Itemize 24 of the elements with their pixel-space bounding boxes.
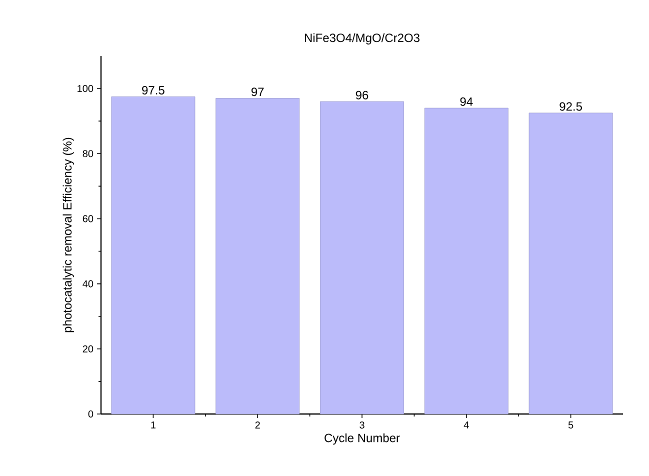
x-tick-label: 5: [568, 421, 574, 428]
data-label: 97.5: [142, 86, 164, 94]
bar: [320, 101, 404, 414]
chart-title: NiFe3O4/MgO/Cr2O3: [304, 33, 420, 44]
bar: [528, 112, 613, 414]
y-axis-title: photocatalytic removal Efficiency (%): [62, 138, 74, 332]
y-tick-label: 0: [88, 410, 94, 418]
data-label: 92.5: [560, 102, 582, 111]
data-label: 96: [356, 90, 368, 100]
x-tick-label: 3: [360, 421, 364, 429]
x-tick-label: 1: [151, 421, 156, 428]
y-tick-label: 100: [78, 84, 94, 92]
data-label: 94: [460, 97, 473, 106]
y-tick-label: 80: [82, 150, 94, 158]
y-tick-label: 40: [82, 280, 94, 288]
bar: [424, 108, 508, 414]
bar: [216, 98, 300, 414]
x-tick-label: 4: [464, 421, 469, 428]
y-tick-label: 60: [82, 215, 94, 222]
y-tick-label: 20: [82, 345, 94, 352]
bar: [111, 96, 196, 414]
data-label: 97: [251, 88, 264, 96]
x-tick-label: 2: [255, 421, 260, 428]
x-axis-title: Cycle Number: [324, 433, 400, 445]
